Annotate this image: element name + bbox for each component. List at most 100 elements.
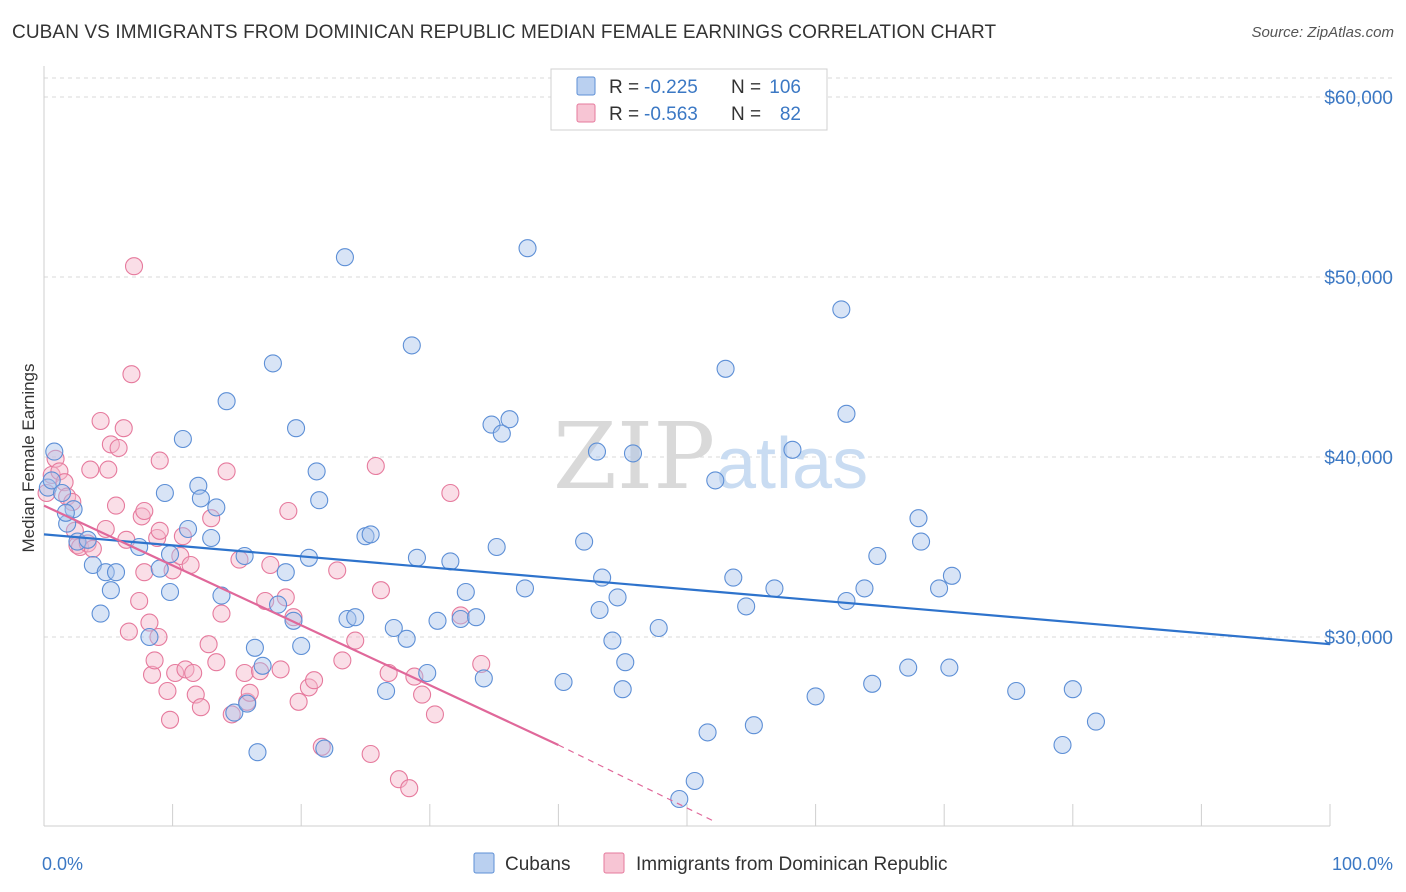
dominican-point — [276, 588, 295, 607]
legend-swatch-cubans — [576, 76, 596, 96]
dominican-point — [114, 419, 133, 438]
dominican-point — [400, 779, 419, 798]
cubans-point — [310, 491, 329, 510]
cubans-point — [500, 410, 519, 429]
cubans-point — [263, 354, 282, 373]
y-tick-label: $30,000 — [1324, 628, 1393, 649]
cubans-point — [909, 509, 928, 528]
bottom-legend-swatch-cubans — [473, 852, 495, 874]
cubans-point — [402, 336, 421, 355]
cubans-point — [451, 609, 470, 629]
dominican-point — [119, 622, 138, 641]
cubans-point — [441, 552, 460, 571]
cubans-point — [346, 608, 365, 627]
cubans-point — [603, 631, 622, 650]
dominican-point — [191, 698, 210, 717]
cubans-point — [42, 471, 61, 490]
dominican-point — [305, 671, 324, 690]
cubans-point — [238, 694, 257, 713]
cubans-point — [338, 609, 357, 629]
dominican-point — [184, 663, 203, 683]
series-dominican-points — [37, 257, 491, 798]
cubans-point — [106, 563, 126, 582]
cubans-point — [377, 681, 396, 701]
legend-n-value-dominican: 82 — [780, 104, 801, 125]
dominican-point — [91, 411, 110, 431]
dominican-point — [240, 683, 259, 702]
series-cubans-points — [38, 239, 1105, 809]
y-tick-label: $40,000 — [1324, 448, 1393, 469]
cubans-point — [899, 658, 918, 677]
dominican-point — [333, 651, 352, 670]
dominican-point — [328, 561, 347, 580]
cubans-point — [744, 716, 763, 735]
legend-n-label-dominican: N = — [731, 104, 761, 125]
cubans-point — [716, 359, 735, 378]
dominican-point — [145, 651, 164, 670]
dominican-point — [65, 521, 84, 540]
cubans-point — [575, 532, 594, 551]
cubans-point — [253, 656, 272, 675]
cubans-point — [518, 239, 537, 258]
cubans-point — [307, 462, 326, 481]
watermark-zip: ZIP — [553, 403, 715, 510]
cubans-point — [590, 600, 609, 620]
legend-r-value-cubans: -0.225 — [644, 77, 698, 98]
dominican-point — [289, 692, 308, 711]
dominican-point — [279, 501, 298, 521]
dominican-point — [371, 581, 390, 600]
cubans-point — [361, 525, 380, 544]
dominican-point — [166, 663, 185, 683]
dominican-point — [207, 653, 226, 672]
legend-r-value-dominican: -0.563 — [644, 104, 698, 125]
cubans-point — [217, 392, 236, 411]
cubans-point — [91, 604, 110, 623]
dominican-point — [441, 483, 460, 503]
cubans-point — [587, 442, 607, 461]
cubans-point — [101, 581, 120, 600]
cubans-point — [487, 537, 506, 557]
cubans-point — [52, 483, 72, 503]
dominican-point — [135, 501, 154, 521]
dominican-point — [425, 705, 444, 724]
cubans-point — [456, 582, 475, 602]
cubans-point — [212, 586, 231, 605]
cubans-point — [649, 618, 668, 638]
cubans-point — [1007, 681, 1026, 701]
cubans-point — [96, 563, 115, 582]
cubans-point — [245, 638, 264, 657]
cubans-point — [384, 618, 403, 638]
cubans-point — [940, 658, 959, 677]
cubans-point — [942, 566, 961, 585]
cubans-point — [335, 248, 354, 267]
bottom-legend-swatch-dominican — [603, 852, 625, 874]
cubans-point — [685, 771, 704, 791]
dominican-point — [361, 744, 380, 764]
cubans-point — [1063, 680, 1082, 699]
x-tick-left: 0.0% — [42, 854, 83, 874]
dominican-point — [235, 663, 254, 683]
dominican-point — [124, 257, 144, 276]
dominican-point — [217, 462, 236, 481]
cubans-point — [765, 579, 784, 598]
cubans-point — [608, 588, 627, 607]
bottom-legend-cubans: Cubans — [505, 854, 571, 875]
cubans-point — [912, 532, 931, 551]
dominican-point — [99, 460, 118, 479]
dominican-point — [366, 456, 385, 476]
watermark-atlas: atlas — [716, 424, 868, 504]
x-tick-right: 100.0% — [1332, 854, 1393, 874]
dominican-point — [130, 591, 149, 611]
stats-legend: R = -0.225 N = 106 R = -0.563 N = 82 — [550, 68, 828, 131]
cubans-point — [492, 424, 511, 443]
dominican-point — [160, 710, 180, 729]
cubans-point — [191, 489, 210, 508]
cubans-point — [407, 548, 426, 567]
cubans-point — [1086, 712, 1105, 731]
source-credit: Source: ZipAtlas.com — [1251, 24, 1394, 41]
cubans-point — [482, 415, 501, 434]
cubans-point — [160, 545, 180, 564]
watermark: ZIP atlas — [553, 403, 868, 510]
legend-swatch-dominican — [576, 103, 596, 123]
cubans-point — [737, 597, 756, 616]
